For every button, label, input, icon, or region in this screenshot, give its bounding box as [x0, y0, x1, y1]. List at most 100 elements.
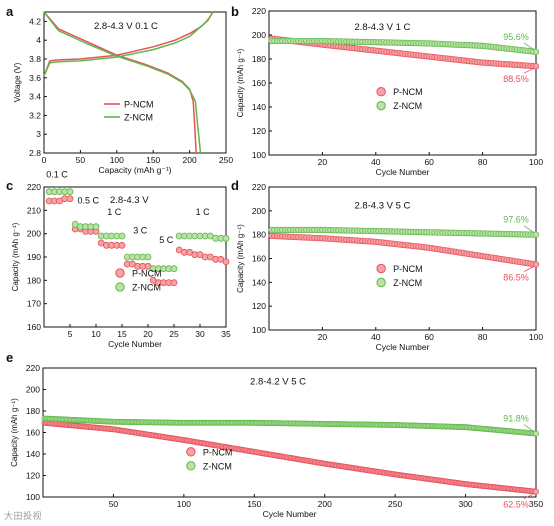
x-tick-label: 40	[371, 157, 381, 167]
rate-label: 3 C	[133, 226, 148, 236]
legend-label: P-NCM	[132, 269, 162, 279]
x-tick-label: 300	[458, 499, 472, 509]
panel-a: a 0 50 100 150 200 250 2.8 3 3.2 3.4 3.6 3.8 4 4.2 Capa…	[6, 4, 233, 175]
legend-marker	[376, 277, 386, 288]
y-tick-label: 210	[27, 205, 41, 215]
y-tick-label: 140	[26, 449, 40, 459]
x-tick-label: 80	[478, 332, 488, 342]
legend-label: P-NCM	[124, 100, 154, 110]
rate-label: 0.1 C	[46, 170, 68, 180]
legend-marker	[115, 282, 125, 292]
p-ncm-point	[533, 488, 539, 495]
z-ncm-point	[66, 188, 74, 196]
x-tick-label: 100	[529, 332, 543, 342]
x-tick-label: 20	[318, 157, 328, 167]
x-tick-label: 100	[529, 157, 543, 167]
rate-label: 1 C	[107, 207, 122, 217]
x-tick-label: 10	[91, 329, 101, 339]
y-tick-label: 190	[27, 252, 41, 262]
panel-e: e 50 100 150 200 250 300 350 100 120 140 160 180 200 2…	[6, 350, 543, 519]
y-tick-label: 170	[27, 299, 41, 309]
y-tick-label: 180	[252, 230, 266, 240]
y-tick-label: 3.8	[29, 54, 41, 64]
y-tick-label: 100	[252, 325, 266, 335]
y-tick-label: 220	[252, 182, 266, 192]
y-tick-label: 160	[26, 428, 40, 438]
x-tick-label: 150	[146, 155, 160, 165]
x-axis-label: Cycle Number	[376, 167, 430, 177]
y-tick-label: 3.6	[29, 73, 41, 83]
y-tick-label: 160	[252, 254, 266, 264]
condition-label: 2.8-4.3 V	[110, 195, 149, 206]
x-axis-label: Cycle Number	[376, 342, 430, 352]
y-axis-label: Capacity (mAh g⁻¹)	[10, 398, 19, 467]
condition-label: 2.8-4.3 V 5 C	[354, 201, 410, 212]
panel-letter: a	[6, 4, 14, 19]
z-ncm-point	[222, 234, 230, 242]
legend-marker	[115, 268, 125, 278]
legend-label: P-NCM	[393, 87, 423, 97]
legend-label: Z-NCM	[132, 283, 161, 293]
legend-label: P-NCM	[393, 264, 423, 274]
x-tick-label: 35	[221, 329, 231, 339]
legend-marker	[376, 263, 386, 274]
x-tick-label: 50	[76, 155, 86, 165]
z-ncm-point	[532, 48, 540, 55]
x-tick-label: 200	[318, 499, 332, 509]
y-tick-label: 180	[26, 406, 40, 416]
x-tick-label: 250	[388, 499, 402, 509]
x-tick-label: 100	[110, 155, 124, 165]
p-ncm-point	[66, 195, 74, 203]
y-tick-label: 200	[27, 229, 41, 239]
x-tick-label: 30	[195, 329, 205, 339]
condition-label: 2.8-4.3 V 0.1 C	[94, 21, 158, 32]
rate-label: 0.5 C	[77, 195, 99, 205]
x-tick-label: 50	[109, 499, 119, 509]
z-ncm-charge-curve	[43, 11, 214, 77]
z-ncm-discharge-curve	[43, 11, 202, 154]
panel-letter: b	[231, 4, 239, 19]
x-tick-label: 100	[177, 499, 191, 509]
legend-label: Z-NCM	[393, 101, 422, 111]
x-tick-label: 5	[68, 329, 73, 339]
y-tick-label: 220	[26, 363, 40, 373]
y-axis-label: Capacity (mAh g⁻¹)	[236, 48, 245, 117]
retention-arrow	[523, 225, 535, 233]
z-ncm-point	[533, 430, 539, 437]
panel-b: b 20 40 60 80 100 100 120 140 160 180 200 220 Cycle N…	[231, 4, 543, 177]
y-tick-label: 140	[252, 102, 266, 112]
y-tick-label: 220	[252, 6, 266, 16]
legend-label: P-NCM	[203, 447, 233, 457]
y-axis-label: Capacity (mAh g⁻¹)	[11, 222, 20, 291]
p-ncm-point	[170, 279, 178, 287]
y-tick-label: 100	[26, 492, 40, 502]
z-ncm-point	[170, 265, 178, 273]
y-tick-label: 3.4	[29, 92, 41, 102]
condition-label: 2.8-4.2 V 5 C	[250, 376, 306, 387]
y-tick-label: 4.2	[29, 16, 41, 26]
retention-label: 88.5%	[503, 74, 529, 84]
y-tick-label: 220	[27, 182, 41, 192]
z-ncm-point	[144, 253, 152, 261]
retention-arrow	[523, 493, 535, 499]
x-tick-label: 250	[219, 155, 233, 165]
z-ncm-point	[532, 231, 540, 238]
retention-label: 97.6%	[503, 215, 529, 225]
rate-label: 1 C	[196, 207, 211, 217]
y-tick-label: 4	[36, 35, 41, 45]
y-tick-label: 120	[26, 471, 40, 481]
legend-label: Z-NCM	[124, 113, 153, 123]
retention-label: 95.6%	[503, 32, 529, 42]
x-axis-label: Cycle Number	[108, 339, 162, 349]
y-tick-label: 120	[252, 126, 266, 136]
y-tick-label: 200	[252, 30, 266, 40]
legend-marker	[186, 447, 196, 457]
retention-label: 62.5%	[503, 500, 529, 510]
x-tick-label: 60	[424, 332, 434, 342]
p-ncm-point	[532, 261, 540, 268]
z-ncm-point	[118, 232, 126, 240]
y-tick-label: 180	[27, 275, 41, 285]
y-tick-label: 200	[26, 385, 40, 395]
condition-label: 2.8-4.3 V 1 C	[354, 22, 410, 33]
y-tick-label: 160	[252, 78, 266, 88]
